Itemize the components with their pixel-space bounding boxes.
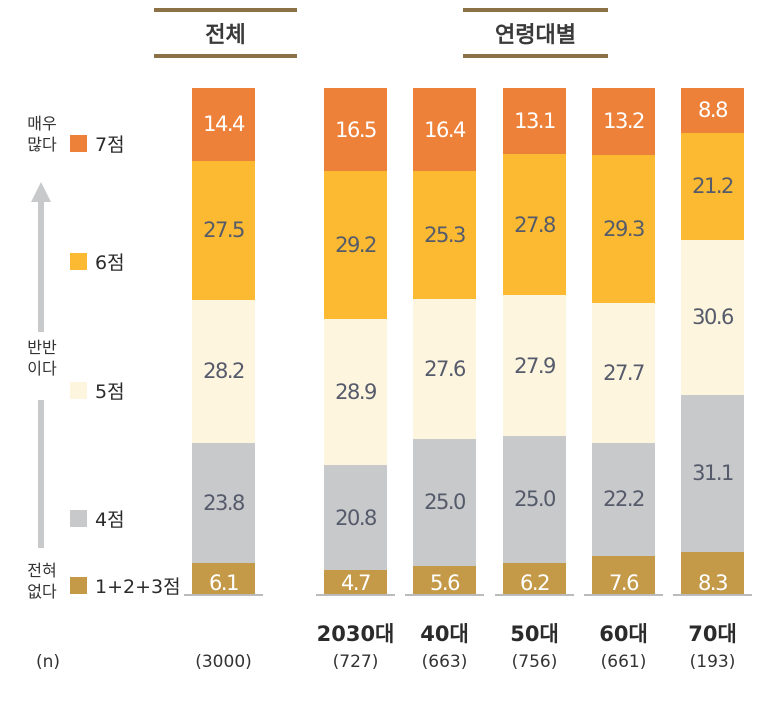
legend-item: 7점 [70, 130, 125, 157]
side-label-line: 반반 [27, 338, 57, 357]
legend-label: 5점 [95, 381, 125, 403]
header-overall: 전체 [154, 8, 297, 58]
n-label: (n) [35, 652, 61, 672]
bar-segment: 25.0 [413, 439, 476, 566]
sample-size-label: (756) [511, 652, 558, 672]
bar-segment: 23.8 [192, 442, 255, 564]
side-label-line: 전혀 [27, 561, 57, 580]
bar-segment: 29.3 [592, 154, 655, 304]
bar-segment: 25.0 [503, 436, 566, 563]
x-tick-label: 60대 [599, 622, 648, 646]
bar-segment: 27.6 [413, 299, 476, 439]
bar-segment: 31.1 [681, 394, 744, 552]
sample-size-label: (663) [421, 652, 468, 672]
bar-segment: 25.3 [413, 171, 476, 300]
bar-segment: 28.9 [324, 319, 387, 466]
baseline [584, 594, 663, 596]
bar-segment: 7.6 [592, 555, 655, 594]
sample-size-label: (193) [689, 652, 736, 672]
baseline [405, 594, 484, 596]
side-label-line: 없다 [27, 582, 57, 601]
bar-segment: 5.6 [413, 565, 476, 594]
bar-segment: 6.1 [192, 563, 255, 594]
sample-size-label: (727) [332, 652, 379, 672]
bar-segment: 27.8 [503, 154, 566, 295]
legend-swatch [70, 510, 87, 527]
legend-item: 4점 [70, 505, 125, 532]
bar-segment: 13.1 [503, 88, 566, 155]
bar-segment: 27.9 [503, 294, 566, 437]
side-label-line: 많다 [27, 135, 57, 154]
baseline [495, 594, 574, 596]
legend-label: 7점 [95, 134, 125, 156]
baseline [184, 594, 263, 596]
legend-item: 6점 [70, 248, 125, 275]
baseline [673, 594, 752, 596]
bar-segment: 14.4 [192, 88, 255, 161]
bar-segment: 20.8 [324, 465, 387, 571]
arrow-up-icon [31, 182, 51, 548]
side-label-line: 이다 [27, 359, 57, 378]
x-tick-label: 40대 [420, 622, 469, 646]
baseline [316, 594, 395, 596]
legend-swatch [70, 577, 87, 594]
legend-label: 4점 [95, 509, 125, 531]
bar-segment: 8.3 [681, 552, 744, 594]
bar-segment: 13.2 [592, 88, 655, 155]
legend-swatch [70, 382, 87, 399]
x-tick-label: 2030대 [316, 622, 395, 646]
sample-size-label: (3000) [195, 652, 252, 672]
legend-item: 1+2+3점 [70, 572, 181, 599]
bar-segment: 4.7 [324, 570, 387, 594]
x-tick-label: 50대 [510, 622, 559, 646]
bar-segment: 16.4 [413, 88, 476, 172]
bar-segment: 27.7 [592, 303, 655, 444]
x-tick-label: 70대 [688, 622, 737, 646]
legend-label: 1+2+3점 [95, 576, 181, 598]
bar-segment: 30.6 [681, 239, 744, 395]
bar-segment: 28.2 [192, 300, 255, 443]
bar-segment: 22.2 [592, 443, 655, 556]
bar-segment: 8.8 [681, 88, 744, 133]
legend-swatch [70, 253, 87, 270]
legend-item: 5점 [70, 377, 125, 404]
bar-segment: 16.5 [324, 88, 387, 172]
sample-size-label: (661) [600, 652, 647, 672]
bar-segment: 6.2 [503, 562, 566, 594]
bar-segment: 27.5 [192, 160, 255, 300]
bar-segment: 29.2 [324, 171, 387, 319]
side-label-line: 매우 [27, 114, 57, 133]
header-by-age: 연령대별 [463, 8, 608, 58]
bar-segment: 21.2 [681, 132, 744, 240]
legend-label: 6점 [95, 252, 125, 274]
legend-swatch [70, 135, 87, 152]
